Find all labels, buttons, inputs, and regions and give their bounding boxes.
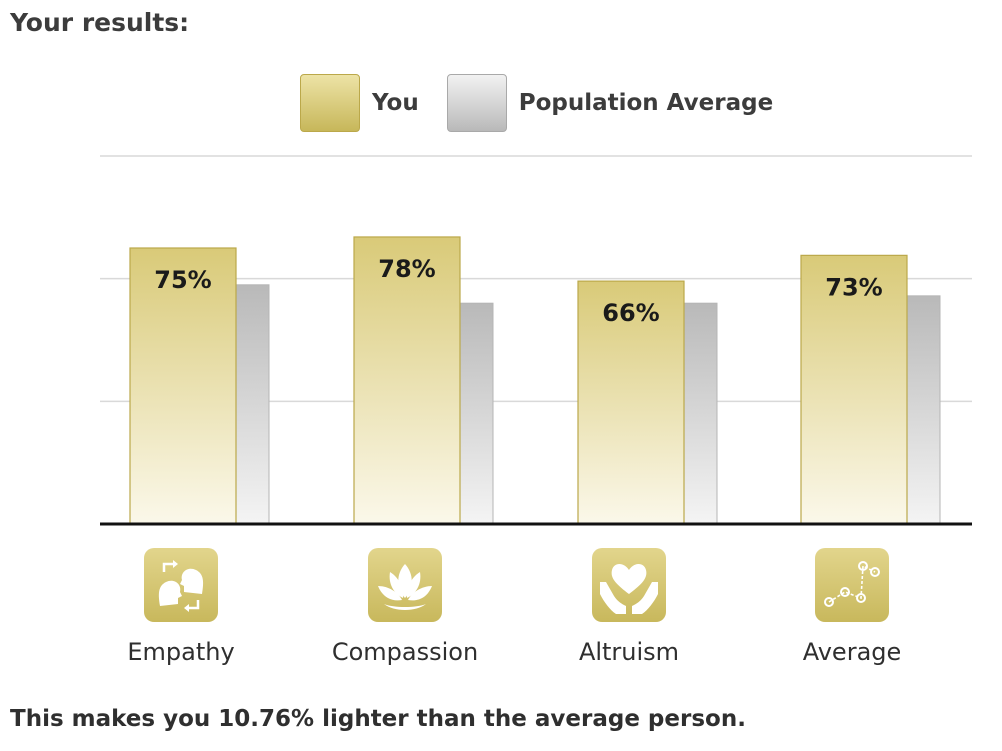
- category-label-empathy: Empathy: [127, 638, 234, 666]
- bar-you-empathy: [129, 247, 237, 525]
- bar-population-average: [905, 295, 941, 525]
- category-icons: [144, 548, 889, 622]
- legend-item-you: You: [300, 74, 419, 132]
- bars: [129, 236, 941, 525]
- data-label-compassion: 78%: [378, 255, 435, 283]
- category-label-altruism: Altruism: [579, 638, 679, 666]
- category-label-average: Average: [803, 638, 902, 666]
- data-label-average: 73%: [825, 273, 882, 301]
- results-summary: This makes you 10.76% lighter than the a…: [10, 706, 746, 732]
- lotus-icon: [368, 548, 442, 622]
- constellation-icon: [815, 548, 889, 622]
- category-label-compassion: Compassion: [332, 638, 478, 666]
- legend-swatch-you: [300, 74, 360, 132]
- data-labels: 75% 78% 66% 73%: [154, 255, 882, 327]
- bar-population-compassion: [458, 302, 494, 525]
- bar-population-empathy: [234, 284, 270, 525]
- results-title: Your results:: [10, 8, 190, 37]
- legend-label-population: Population Average: [518, 90, 774, 116]
- legend-swatch-population: [446, 74, 507, 132]
- legend-label-you: You: [372, 90, 419, 116]
- chart-legend: You Population Average: [300, 73, 801, 133]
- data-label-empathy: 75%: [154, 266, 211, 294]
- data-label-altruism: 66%: [602, 299, 659, 327]
- category-labels: Empathy Compassion Altruism Average: [127, 638, 901, 666]
- legend-item-population: Population Average: [446, 74, 774, 132]
- bar-you-altruism: [577, 280, 685, 525]
- faces-exchange-icon: [144, 548, 218, 622]
- results-bar-chart: 75% 78% 66% 73% Empathy Compassion Altruism Av…: [100, 155, 972, 666]
- bar-you-average: [800, 254, 908, 525]
- bar-you-compassion: [353, 236, 461, 525]
- heart-in-hands-icon: [592, 548, 666, 622]
- bar-population-altruism: [682, 302, 718, 525]
